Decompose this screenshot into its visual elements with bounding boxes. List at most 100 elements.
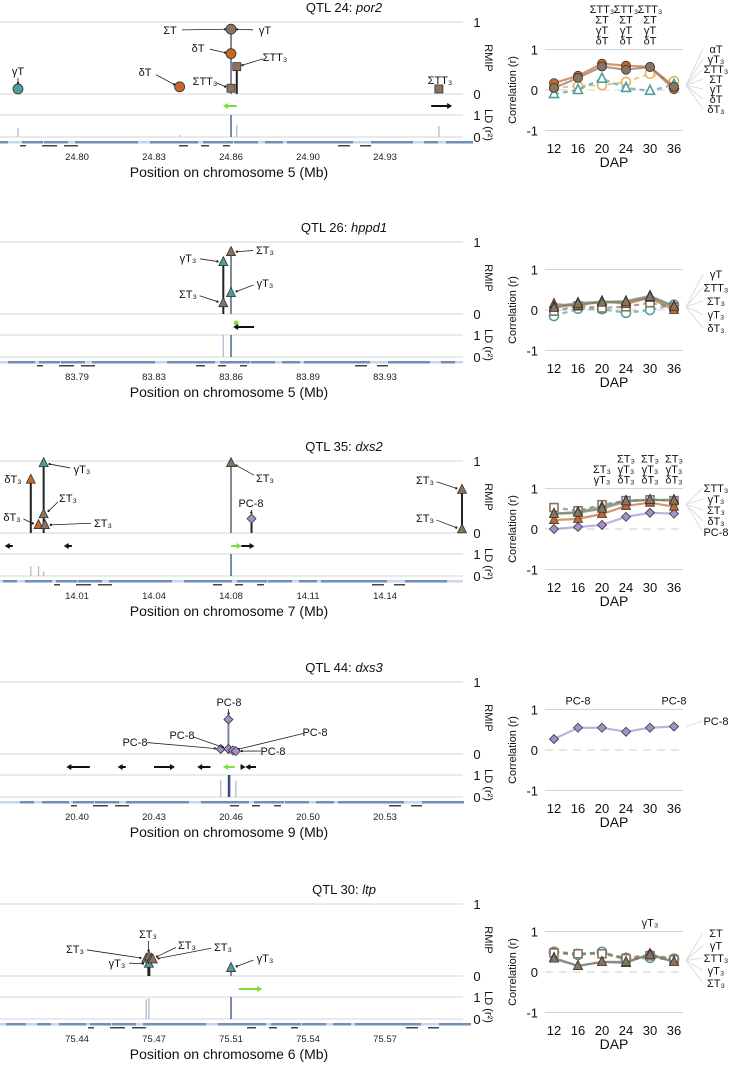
significance-label: δT₃ — [665, 475, 682, 487]
track-segment — [148, 801, 164, 804]
rmip-axis-label: RMIP — [482, 926, 494, 954]
track-segment — [393, 141, 413, 144]
track-segment — [196, 1023, 206, 1026]
marker-label: ΣT₃ — [416, 475, 434, 487]
rmip-marker — [218, 255, 229, 267]
track-segment — [287, 141, 318, 144]
legend-leader — [685, 306, 704, 315]
leader-arrowhead — [155, 955, 159, 958]
corr-point — [572, 82, 584, 95]
legend-leader — [685, 84, 704, 90]
label-leader — [155, 74, 175, 85]
x-axis-title: Position on chromosome 6 (Mb) — [130, 1046, 328, 1062]
track-segment — [165, 1023, 181, 1026]
corr-axis-title: Correlation (r) — [507, 938, 519, 1006]
gene-arrowhead — [447, 103, 453, 109]
corr-tick-label: 1 — [531, 703, 538, 718]
x-tick-label: 14.14 — [373, 591, 397, 602]
track-segment — [265, 141, 283, 144]
gene-arrowhead — [169, 764, 175, 770]
track-segment — [179, 801, 189, 804]
corr-point — [668, 721, 680, 732]
x-axis-title: Position on chromosome 5 (Mb) — [130, 384, 328, 400]
track-segment — [159, 141, 188, 144]
legend-leader — [685, 306, 704, 329]
corr-point — [669, 81, 679, 92]
marker-label: γT₃ — [257, 278, 274, 290]
track-segment — [143, 1023, 171, 1026]
rmip-marker — [223, 714, 234, 725]
ld-tick-1: 1 — [473, 108, 480, 123]
panel-title: QTL 30: ltp — [312, 882, 376, 897]
rmip-tick-0: 0 — [473, 747, 480, 762]
marker-label: γT₃ — [109, 958, 126, 970]
label-leader — [146, 742, 215, 749]
significance-label: δT — [596, 36, 609, 48]
corr-point — [596, 507, 608, 518]
qtl-panel: QTL 35: dxs2 1 0 1 0 RMIP LD (r²) 14.01 14.04 14.… — [0, 439, 729, 619]
ld-tick-1: 1 — [473, 547, 480, 562]
track-segment — [42, 145, 57, 147]
corr-point — [668, 955, 680, 966]
significance-label: ΣT₃ — [593, 464, 611, 476]
leader-arrowhead — [235, 28, 239, 31]
track-segment — [203, 141, 233, 144]
rmip-tick-0: 0 — [473, 969, 480, 984]
ld-tick-0: 0 — [473, 350, 480, 365]
panel-title: QTL 26: hppd1 — [301, 220, 387, 235]
track-segment — [56, 580, 77, 583]
corr-point — [644, 722, 656, 733]
dap-axis-title: DAP — [600, 814, 629, 830]
legend-label: ΣT — [709, 928, 723, 940]
gene-arrowhead — [233, 324, 239, 330]
marker-label: ΣTT₃ — [263, 52, 288, 64]
corr-point — [596, 955, 608, 966]
track-segment — [405, 580, 437, 583]
track-segment — [20, 145, 26, 147]
leader-arrowhead — [49, 523, 53, 527]
dap-tick-label: 20 — [595, 580, 609, 595]
track-segment — [230, 805, 239, 807]
track-segment — [304, 361, 335, 364]
rmip-tick-1: 1 — [473, 15, 480, 30]
legend-leader — [685, 85, 704, 110]
gene-arrowhead — [222, 103, 228, 109]
track-segment — [215, 580, 232, 583]
track-segment — [269, 1027, 277, 1029]
track-segment — [247, 1027, 256, 1029]
corr-series-line — [553, 725, 675, 741]
label-leader — [238, 733, 304, 750]
gene-arrowhead — [249, 543, 255, 549]
corr-point — [668, 508, 680, 519]
corr-tick-label: 0 — [531, 743, 538, 758]
track-segment — [377, 365, 388, 367]
corr-point — [620, 726, 632, 737]
rmip-tick-1: 1 — [473, 454, 480, 469]
track-segment — [196, 365, 205, 367]
track-segment — [198, 361, 215, 364]
leader-arrowhead — [47, 509, 50, 513]
x-tick-label: 20.43 — [142, 812, 166, 823]
panel-title-qtl: QTL 44: — [305, 660, 355, 675]
marker-label: ΣT₃ — [139, 929, 157, 941]
track-segment — [213, 584, 222, 586]
leader-arrowhead — [172, 83, 176, 86]
panel-title-gene: dxs3 — [355, 660, 383, 675]
legend-label: δT₃ — [707, 516, 724, 528]
corr-series-line — [553, 953, 675, 968]
track-segment — [140, 580, 162, 583]
dap-tick-label: 20 — [595, 361, 609, 376]
corr-point — [548, 523, 560, 535]
corr-point — [597, 61, 607, 72]
corr-tick-label: -1 — [526, 344, 538, 359]
marker-label: ΣTT₃ — [428, 75, 453, 87]
leader-arrowhead — [224, 85, 227, 88]
track-segment — [338, 801, 369, 804]
legend-label: γT₃ — [708, 966, 725, 978]
significance-label: γT₃ — [618, 464, 635, 476]
corr-point — [596, 519, 608, 531]
marker-label: δT — [139, 67, 152, 79]
x-axis-title: Position on chromosome 5 (Mb) — [130, 164, 328, 180]
dap-tick-label: 36 — [667, 361, 681, 376]
corr-tick-label: 1 — [531, 263, 538, 278]
